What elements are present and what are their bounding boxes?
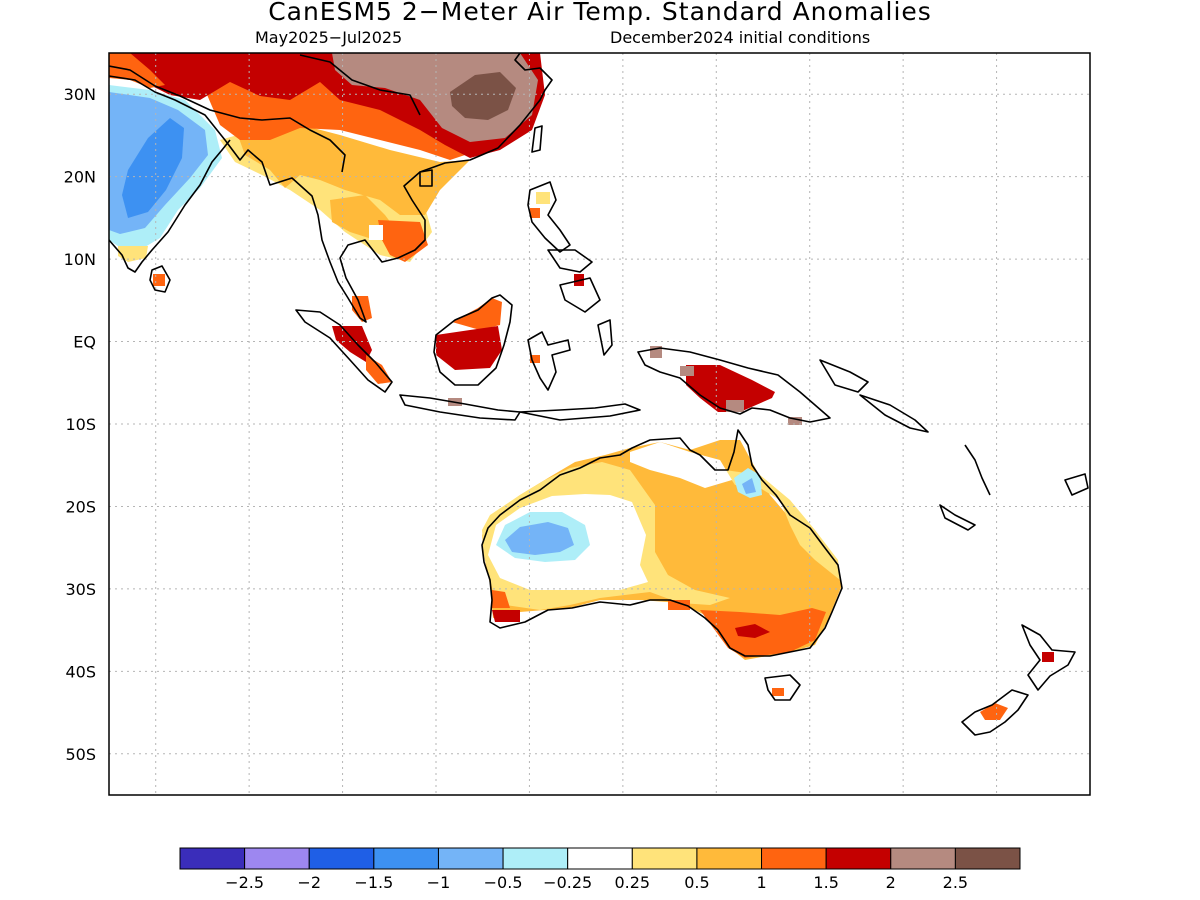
- coast-australia: [481, 429, 843, 657]
- latitude-axis: 30N 20N 10N EQ 10S 20S 30S 40S 50S: [64, 85, 96, 764]
- coast-halmahera: [597, 319, 613, 356]
- coast-solomons: [859, 394, 929, 433]
- legend-label-4: −0.5: [484, 873, 523, 892]
- legend-swatch-3: [373, 847, 439, 870]
- legend-label-5: −0.25: [543, 873, 592, 892]
- anomaly-sumatra-orange: [366, 355, 392, 384]
- coast-luzon: [527, 181, 571, 253]
- anomaly-sulawesi-spot: [530, 355, 540, 363]
- legend-swatch-2: [308, 847, 375, 870]
- coast-china-border: [299, 54, 421, 116]
- legend-swatch-11: [890, 847, 956, 870]
- legend-swatch-12: [954, 847, 1021, 870]
- anomaly-india-south: [118, 246, 148, 262]
- anomaly-australia-west-cool-core: [505, 522, 574, 555]
- anomaly-australia-north-white: [630, 442, 732, 488]
- coast-srilanka: [149, 265, 171, 293]
- coast-asia-mainland: [109, 53, 553, 323]
- coast-sumatra: [295, 309, 393, 393]
- chart-title: CanESM5 2−Meter Air Temp. Standard Anoma…: [268, 0, 932, 26]
- coast-bismarck: [819, 359, 869, 393]
- forecast-period: May2025−Jul2025: [255, 28, 403, 47]
- anomaly-tasmania: [772, 688, 784, 696]
- anomaly-swa-red: [492, 610, 520, 622]
- anomaly-sa-orange: [668, 600, 690, 610]
- coast-fiji: [1064, 473, 1089, 496]
- anomaly-australia-south-red: [735, 624, 770, 638]
- anomaly-newguinea-brown3: [726, 400, 744, 412]
- lat-label-0: 30N: [64, 85, 96, 104]
- anomaly-india-cool-core: [122, 118, 184, 218]
- anomaly-swa-orange: [492, 590, 510, 608]
- coastlines: [109, 53, 1089, 736]
- coast-visayas: [547, 249, 593, 273]
- legend-swatch-7: [631, 847, 698, 870]
- lat-label-7: 40S: [65, 662, 96, 681]
- coast-java: [399, 394, 521, 421]
- anomaly-china-core: [450, 72, 516, 120]
- anomaly-borneo-red: [436, 326, 502, 370]
- coast-newguinea: [637, 347, 831, 423]
- lat-label-8: 50S: [65, 745, 96, 764]
- legend-label-10: 2: [886, 873, 896, 892]
- anomaly-queensland-cool-core: [742, 478, 756, 494]
- coast-mindanao: [559, 277, 601, 313]
- anomaly-newguinea-brown4: [788, 417, 802, 425]
- map-frame: [108, 52, 1091, 796]
- coast-himalaya-border: [109, 65, 346, 173]
- initial-conditions: December2024 initial conditions: [610, 28, 871, 47]
- coast-sulawesi: [527, 331, 571, 391]
- anomaly-nz-south: [980, 703, 1008, 720]
- legend-swatch-9: [761, 847, 827, 870]
- legend-label-3: −1: [427, 873, 451, 892]
- anomaly-luzon-spot: [530, 208, 540, 218]
- anomaly-newguinea-brown2: [680, 366, 694, 376]
- legend-label-9: 1.5: [813, 873, 838, 892]
- coast-nz-north: [1021, 624, 1076, 691]
- coast-taiwan: [531, 125, 543, 153]
- legend-label-2: −1.5: [354, 873, 393, 892]
- anomaly-himalaya-west: [109, 53, 165, 88]
- anomaly-borneo-orange: [452, 298, 502, 330]
- coast-nz-south: [961, 689, 1029, 736]
- anomaly-asia-warm-orange: [236, 122, 470, 215]
- legend-label-11: 2.5: [943, 873, 968, 892]
- lat-label-1: 20N: [64, 168, 96, 187]
- legend-label-7: 0.5: [684, 873, 709, 892]
- anomaly-australia-east-yellow: [725, 470, 840, 580]
- legend-swatch-8: [696, 847, 763, 870]
- coast-tasmania: [764, 674, 801, 701]
- lat-label-5: 20S: [65, 497, 96, 516]
- legend-label-1: −2: [297, 873, 321, 892]
- lat-label-6: 30S: [65, 580, 96, 599]
- anomaly-nz-north: [1042, 652, 1054, 662]
- coast-newcaledonia: [939, 504, 976, 531]
- legend-label-6: 0.25: [614, 873, 650, 892]
- anomaly-philippines-spot: [536, 192, 550, 204]
- coast-hainan: [419, 169, 433, 187]
- map-gridlines: [109, 53, 1090, 795]
- coast-india: [109, 139, 231, 273]
- anomaly-sumatra-red: [332, 326, 372, 362]
- lat-label-3: EQ: [73, 333, 96, 352]
- legend-label-8: 1: [756, 873, 766, 892]
- legend-swatch-4: [437, 847, 504, 870]
- anomaly-vietnam-spot: [369, 225, 383, 240]
- legend-swatch-6: [567, 847, 633, 870]
- coast-borneo: [433, 294, 513, 386]
- anomaly-vietnam-deep: [378, 220, 428, 262]
- coast-vanuatu: [964, 444, 991, 496]
- legend-swatch-5: [502, 847, 569, 870]
- legend-swatch-1: [244, 847, 310, 870]
- legend-label-0: −2.5: [225, 873, 264, 892]
- lat-label-4: 10S: [65, 415, 96, 434]
- lat-label-2: 10N: [64, 250, 96, 269]
- legend-swatch-0: [179, 847, 246, 870]
- legend-swatch-10: [825, 847, 892, 870]
- coast-lesser-sunda: [519, 403, 641, 421]
